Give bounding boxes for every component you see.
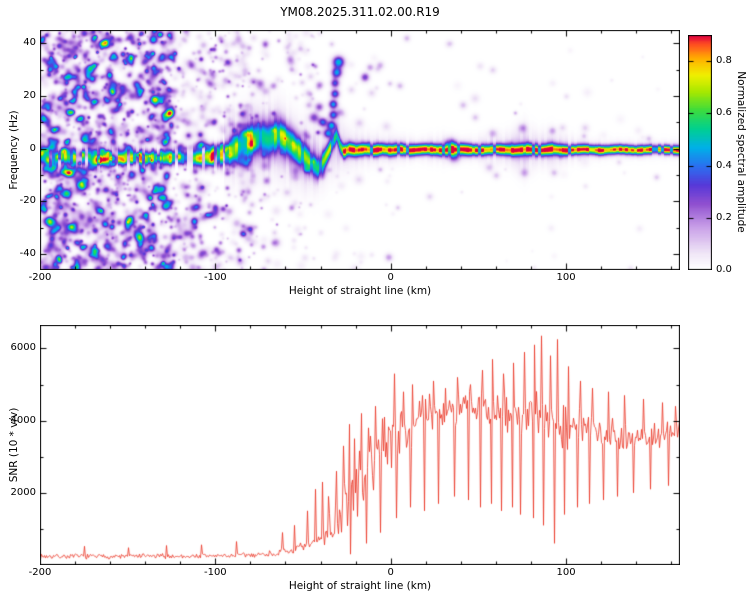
colorbar — [688, 35, 712, 270]
spectrogram-xtick-label: 0 — [387, 272, 394, 283]
spectrogram-ytick-label: -20 — [19, 195, 36, 207]
snr-ytick-label: 2000 — [10, 486, 36, 498]
snr-xtick-label: -200 — [28, 567, 52, 578]
spectrogram-xlabel: Height of straight line (km) — [288, 285, 432, 297]
figure-title: YM08.2025.311.02.00.R19 — [280, 5, 440, 19]
snr-canvas — [40, 325, 680, 565]
snr-xtick-label: 100 — [556, 567, 576, 578]
spectrogram-xtick-label: -200 — [28, 272, 52, 283]
colorbar-tick-label: 0.4 — [716, 159, 732, 171]
spectrogram-ytick-label: 0 — [29, 142, 36, 154]
spectrogram-ytick-label: -40 — [19, 248, 36, 260]
spectrogram-xtick-label: 100 — [556, 272, 576, 283]
snr-xtick-label: 0 — [387, 567, 394, 578]
spectrogram-ytick-label: 40 — [23, 37, 36, 49]
colorbar-tick-label: 0.6 — [716, 107, 732, 119]
colorbar-tick-label: 0.8 — [716, 55, 732, 67]
colorbar-label: Normalized spectral amplitude — [735, 71, 747, 233]
snr-xlabel: Height of straight line (km) — [288, 580, 432, 592]
spectrogram-canvas — [40, 30, 680, 270]
spectrogram-ytick-label: 20 — [23, 89, 36, 101]
snr-ytick-label: 6000 — [10, 342, 36, 354]
snr-xtick-label: -100 — [203, 567, 227, 578]
spectrogram-xtick-label: -100 — [203, 272, 227, 283]
snr-ytick-label: 4000 — [10, 414, 36, 426]
colorbar-tick-label: 0.2 — [716, 211, 732, 223]
colorbar-tick-label: 0.0 — [716, 264, 732, 275]
